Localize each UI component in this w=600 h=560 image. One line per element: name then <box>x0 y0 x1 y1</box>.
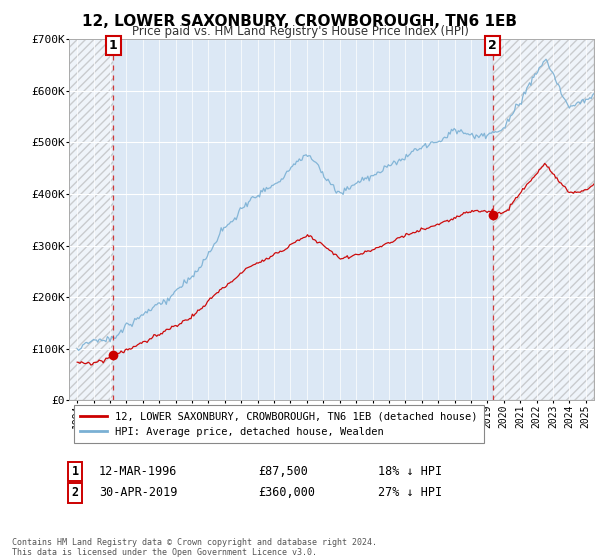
Bar <box>69 39 113 400</box>
Text: 2: 2 <box>71 486 79 500</box>
Text: 2: 2 <box>488 39 497 52</box>
Text: 30-APR-2019: 30-APR-2019 <box>99 486 178 500</box>
Legend: 12, LOWER SAXONBURY, CROWBOROUGH, TN6 1EB (detached house), HPI: Average price, : 12, LOWER SAXONBURY, CROWBOROUGH, TN6 1E… <box>74 405 484 443</box>
Text: 12-MAR-1996: 12-MAR-1996 <box>99 465 178 478</box>
Text: Contains HM Land Registry data © Crown copyright and database right 2024.
This d: Contains HM Land Registry data © Crown c… <box>12 538 377 557</box>
Text: 1: 1 <box>71 465 79 478</box>
Bar <box>493 39 594 400</box>
Text: Price paid vs. HM Land Registry's House Price Index (HPI): Price paid vs. HM Land Registry's House … <box>131 25 469 38</box>
Text: 18% ↓ HPI: 18% ↓ HPI <box>378 465 442 478</box>
Text: 12, LOWER SAXONBURY, CROWBOROUGH, TN6 1EB: 12, LOWER SAXONBURY, CROWBOROUGH, TN6 1E… <box>83 14 517 29</box>
Text: 27% ↓ HPI: 27% ↓ HPI <box>378 486 442 500</box>
Text: £87,500: £87,500 <box>258 465 308 478</box>
Text: £360,000: £360,000 <box>258 486 315 500</box>
Text: 1: 1 <box>109 39 118 52</box>
